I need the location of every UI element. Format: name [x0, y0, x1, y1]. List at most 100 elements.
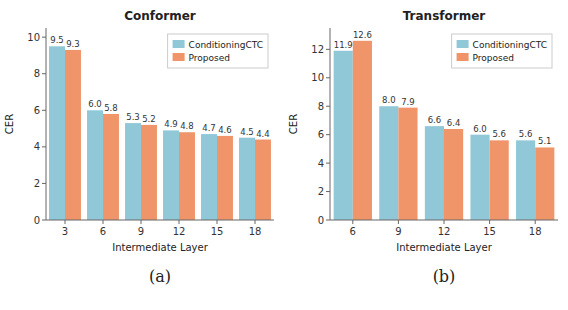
x-tick-label: 12 [438, 226, 451, 237]
data-label: 4.6 [218, 125, 232, 135]
data-label: 5.6 [519, 129, 533, 139]
data-label: 5.3 [126, 112, 140, 122]
bar [141, 125, 157, 220]
legend-swatch [173, 53, 185, 61]
y-tick-label: 2 [318, 186, 324, 197]
legend-entry: Proposed [189, 53, 230, 63]
x-tick [217, 220, 218, 224]
x-tick-label: 18 [249, 226, 262, 237]
x-tick [255, 220, 256, 224]
data-label: 6.4 [447, 118, 461, 128]
x-axis-label: Intermediate Layer [396, 242, 492, 253]
x-tick-label: 15 [483, 226, 496, 237]
data-label: 4.9 [164, 119, 178, 129]
subtitle: (a) [149, 267, 171, 286]
data-label: 5.2 [142, 114, 156, 124]
bar [239, 138, 255, 220]
x-tick [65, 220, 66, 224]
y-tick [326, 77, 330, 78]
y-tick-label: 10 [311, 72, 324, 83]
x-axis-label: Intermediate Layer [112, 242, 208, 253]
legend-swatch [457, 40, 469, 48]
panel: 9.56.05.34.94.74.59.35.85.24.84.64.40246… [4, 9, 274, 286]
bar [87, 110, 103, 220]
y-tick-label: 4 [318, 158, 324, 169]
data-label: 9.3 [66, 39, 80, 49]
bar [490, 140, 509, 220]
x-tick-label: 9 [395, 226, 401, 237]
bar [425, 126, 444, 220]
title: Conformer [124, 9, 196, 23]
data-label: 5.8 [104, 103, 118, 113]
bar [334, 51, 353, 220]
data-label: 6.0 [88, 99, 102, 109]
data-label: 12.6 [353, 30, 372, 40]
legend-entry: ConditioningCTC [189, 40, 263, 50]
x-tick [489, 220, 490, 224]
legend-box [168, 34, 268, 68]
x-tick-label: 18 [529, 226, 542, 237]
bar [535, 147, 554, 220]
x-tick [352, 220, 353, 224]
y-tick [326, 49, 330, 50]
y-axis-line [46, 28, 47, 220]
bar [255, 140, 271, 220]
bar [201, 134, 217, 220]
y-tick-label: 6 [318, 129, 324, 140]
title: Transformer [403, 9, 486, 23]
y-tick [326, 134, 330, 135]
y-tick-label: 6 [34, 105, 40, 116]
legend: ConditioningCTC Proposed [168, 34, 268, 68]
x-axis-line [46, 220, 274, 221]
y-tick-label: 8 [34, 68, 40, 79]
x-tick-label: 6 [350, 226, 356, 237]
x-tick [103, 220, 104, 224]
y-tick-label: 0 [318, 215, 324, 226]
legend-entry: ConditioningCTC [473, 40, 547, 50]
x-tick-label: 12 [173, 226, 186, 237]
bar [163, 130, 179, 220]
subtitle: (b) [433, 267, 456, 286]
legend-box [452, 34, 552, 68]
legend-swatch [173, 40, 185, 48]
data-label: 5.1 [538, 136, 552, 146]
y-tick [42, 37, 46, 38]
data-label: 5.6 [492, 129, 506, 139]
bar [379, 106, 398, 220]
y-tick [42, 183, 46, 184]
bar [470, 135, 489, 220]
bar [444, 129, 463, 220]
y-tick-label: 0 [34, 215, 40, 226]
x-tick [141, 220, 142, 224]
data-label: 4.7 [202, 123, 216, 133]
data-label: 4.5 [240, 127, 254, 137]
figure: 9.56.05.34.94.74.59.35.85.24.84.64.40246… [0, 0, 568, 310]
x-tick-label: 3 [62, 226, 68, 237]
legend-swatch [457, 53, 469, 61]
y-tick [42, 220, 46, 221]
x-tick-label: 15 [211, 226, 224, 237]
bar [398, 108, 417, 220]
x-tick [444, 220, 445, 224]
x-tick [535, 220, 536, 224]
bar [65, 50, 81, 220]
bar [125, 123, 141, 220]
x-tick-label: 9 [138, 226, 144, 237]
bar [179, 132, 195, 220]
data-label: 7.9 [401, 97, 415, 107]
y-tick [326, 220, 330, 221]
data-label: 6.6 [428, 115, 442, 125]
bar [353, 41, 372, 220]
y-axis-label: CER [288, 114, 299, 134]
bar [103, 114, 119, 220]
bars [49, 46, 271, 220]
y-tick [326, 163, 330, 164]
x-tick-label: 6 [100, 226, 106, 237]
data-label: 8.0 [382, 95, 396, 105]
y-tick-label: 4 [34, 141, 40, 152]
data-label: 11.9 [334, 40, 353, 50]
y-tick [42, 73, 46, 74]
y-tick-label: 8 [318, 101, 324, 112]
data-label: 9.5 [50, 35, 64, 45]
y-axis-label: CER [4, 114, 15, 134]
